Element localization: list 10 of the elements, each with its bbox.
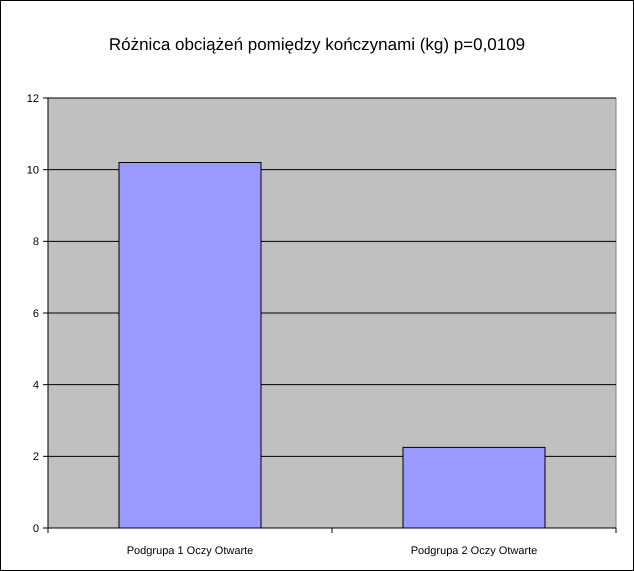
y-tick-label: 4 <box>32 380 39 392</box>
y-tick-label: 0 <box>32 522 39 535</box>
chart-title: Różnica obciążeń pomiędzy kończynami (kg) p=0,0109 <box>108 35 526 54</box>
y-tick-label: 8 <box>32 236 39 248</box>
x-tick-label: Podgrupa 2 Oczy Otwarte <box>410 545 538 557</box>
y-tick-label: 10 <box>26 164 39 177</box>
y-tick-label: 6 <box>32 308 39 320</box>
y-tick-label: 12 <box>26 92 39 105</box>
x-tick-label: Podgrupa 1 Oczy Otwarte <box>126 545 254 557</box>
y-tick-label: 2 <box>32 451 39 464</box>
